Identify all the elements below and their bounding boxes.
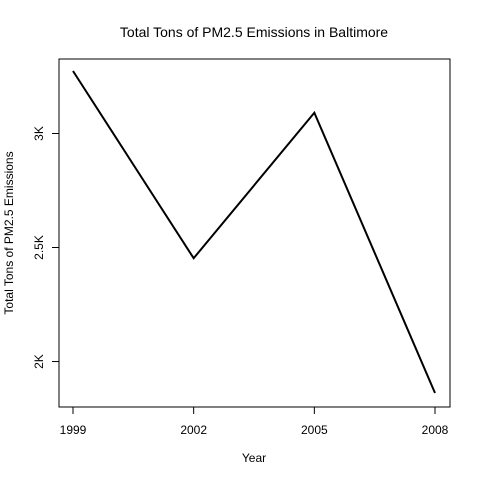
chart-title: Total Tons of PM2.5 Emissions in Baltimo… [120,24,388,40]
x-tick-label: 2005 [301,423,328,437]
y-tick-label: 2K [32,354,46,369]
y-axis-label: Total Tons of PM2.5 Emissions [2,151,16,314]
series-layer [72,70,436,394]
x-axis: 1999 2002 2005 2008 [60,406,449,437]
y-tick-label: 3K [32,126,46,141]
plot-frame [58,58,451,408]
y-axis: 2K 2.5K 3K [32,126,60,369]
series-line [72,70,436,394]
x-axis-label: Year [242,451,266,465]
x-tick-label: 2008 [422,423,449,437]
x-tick-label: 2002 [180,423,207,437]
y-tick-label: 2.5K [32,235,46,260]
x-tick-label: 1999 [60,423,87,437]
